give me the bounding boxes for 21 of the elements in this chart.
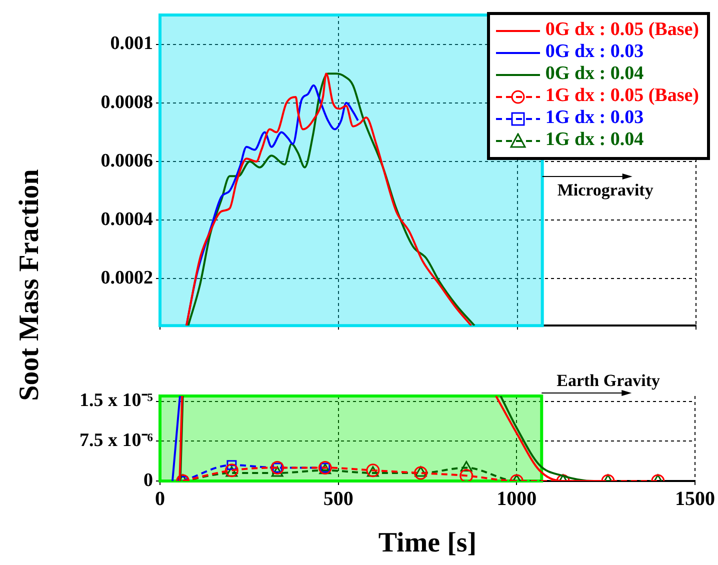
legend-label: 1G dx : 0.04	[545, 129, 644, 150]
y-tick-label: 0.001	[110, 33, 153, 54]
legend-label: 1G dx : 0.03	[545, 107, 644, 128]
legend-label: 0G dx : 0.04	[545, 63, 644, 84]
x-tick-label: 1000	[496, 488, 537, 510]
y-tick-label: 0.0004	[100, 209, 154, 230]
y-tick-label: 0	[144, 470, 153, 491]
y-axis-title: Soot Mass Fraction	[14, 169, 46, 401]
y-tick-label: 0.0008	[100, 92, 153, 113]
band-label: Earth Gravity	[556, 370, 661, 390]
legend-label: 0G dx : 0.05 (Base)	[545, 19, 699, 40]
x-tick-label: 500	[323, 488, 354, 510]
legend-label: 0G dx : 0.03	[545, 41, 644, 62]
y-tick-label: 0.0006	[100, 150, 153, 172]
y-tick-label: 0.0002	[100, 268, 153, 289]
band-label: Microgravity	[557, 180, 654, 200]
y-tick-label: 7.5 x 10⁻⁶	[80, 430, 154, 452]
x-axis-title: Time [s]	[378, 527, 477, 558]
x-tick-label: 1500	[675, 488, 715, 510]
y-tick-label: 1.5 x 10⁻⁵	[80, 390, 154, 412]
legend-label: 1G dx : 0.05 (Base)	[545, 85, 699, 106]
